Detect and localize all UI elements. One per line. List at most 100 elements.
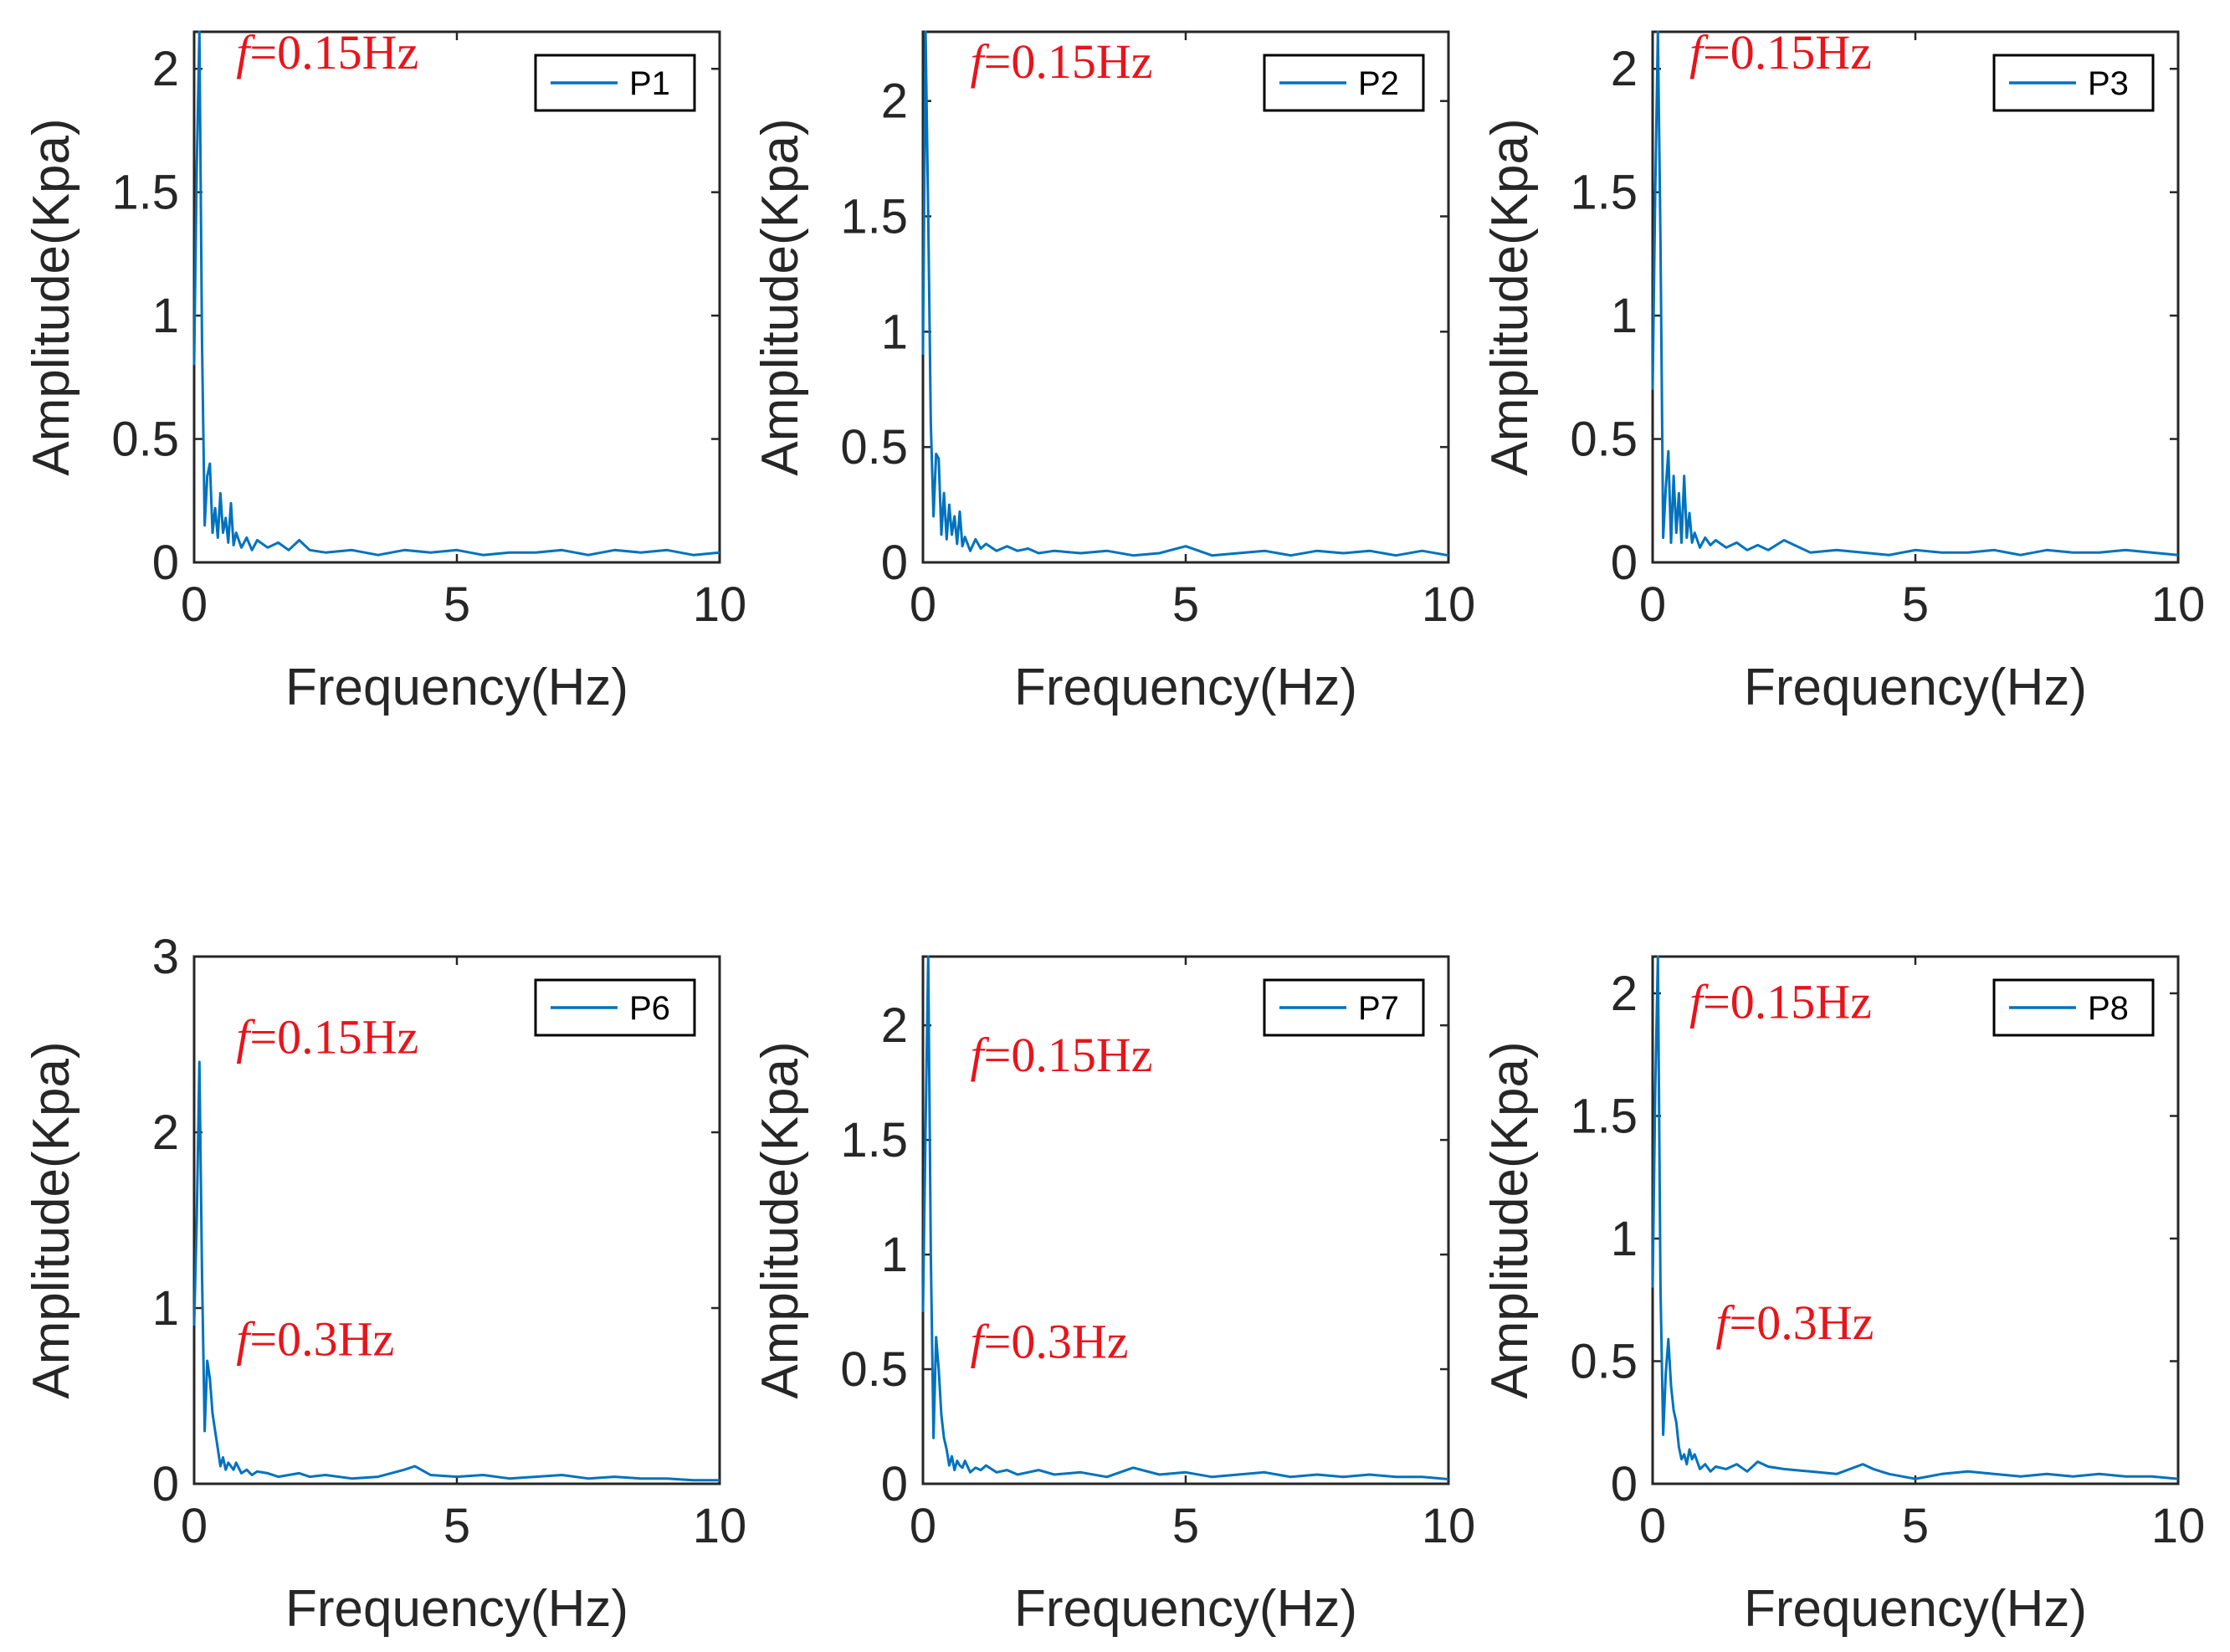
y-tick-label: 1 xyxy=(152,289,179,343)
y-tick-label: 0 xyxy=(1611,1457,1638,1511)
legend: P1 xyxy=(534,54,696,112)
x-tick-label: 0 xyxy=(181,577,208,632)
annotation-value: =0.3Hz xyxy=(1729,1295,1874,1350)
y-tick-label: 0.5 xyxy=(1570,1334,1638,1388)
legend: P2 xyxy=(1263,54,1425,112)
x-tick-label: 5 xyxy=(1902,577,1929,632)
x-axis-label: Frequency(Hz) xyxy=(285,659,628,716)
x-tick-label: 10 xyxy=(1422,577,1476,632)
y-tick-label: 2 xyxy=(152,42,179,96)
y-axis-label: Amplitude(Kpa) xyxy=(1481,1041,1539,1398)
y-tick-label: 0 xyxy=(881,536,908,590)
y-axis-label: Amplitude(Kpa) xyxy=(751,1041,809,1398)
y-tick-label: 0.5 xyxy=(840,420,908,475)
x-tick-label: 5 xyxy=(443,1499,470,1553)
legend: P6 xyxy=(534,978,696,1037)
y-axis-label: Amplitude(Kpa) xyxy=(1481,118,1539,475)
annotation-value: =0.15Hz xyxy=(249,1010,418,1065)
frequency-annotation: f=0.15Hz xyxy=(236,25,418,80)
legend-label: P8 xyxy=(2088,990,2129,1027)
y-tick-label: 1 xyxy=(881,1228,908,1282)
y-tick-label: 1 xyxy=(1611,1212,1638,1266)
plot-area xyxy=(192,30,721,564)
legend-label: P3 xyxy=(2088,65,2129,102)
annotation-value: =0.15Hz xyxy=(984,34,1153,89)
y-tick-label: 0.5 xyxy=(1570,413,1638,467)
annotation-value: =0.15Hz xyxy=(984,1028,1153,1082)
y-tick-label: 1 xyxy=(1611,289,1638,343)
x-tick-label: 0 xyxy=(910,1499,936,1553)
x-axis-label: Frequency(Hz) xyxy=(1744,659,2087,716)
frequency-annotation: f=0.15Hz xyxy=(1689,974,1872,1029)
y-axis-label: Amplitude(Kpa) xyxy=(23,118,80,475)
legend: P8 xyxy=(1992,978,2155,1037)
y-tick-label: 2 xyxy=(881,998,908,1053)
x-tick-label: 10 xyxy=(693,1499,747,1553)
series-line-p1 xyxy=(192,30,720,557)
x-axis-label: Frequency(Hz) xyxy=(1744,1580,2087,1638)
x-tick-label: 5 xyxy=(1902,1499,1929,1553)
x-tick-label: 10 xyxy=(2151,577,2206,632)
y-tick-label: 1.5 xyxy=(1570,166,1638,220)
legend: P7 xyxy=(1263,978,1425,1037)
y-tick-label: 1.5 xyxy=(1570,1089,1638,1143)
plot-area xyxy=(1651,30,2180,564)
series-line-p7 xyxy=(921,955,1449,1480)
legend-label: P1 xyxy=(629,65,670,102)
subplot-5: 0 5 10 0 0.5 1 1.5 2 Frequency(Hz) Amplitude(Kpa)… xyxy=(751,955,1476,1638)
x-axis-label: Frequency(Hz) xyxy=(1014,659,1357,716)
legend-label: P6 xyxy=(629,990,670,1027)
legend-label: P2 xyxy=(1358,65,1399,102)
y-tick-label: 0.5 xyxy=(840,1342,908,1397)
y-tick-label: 2 xyxy=(881,74,908,129)
x-axis-label: Frequency(Hz) xyxy=(1014,1580,1357,1638)
series-line-p3 xyxy=(1651,30,2179,557)
x-tick-label: 5 xyxy=(443,577,470,632)
y-tick-label: 1 xyxy=(152,1281,179,1336)
x-tick-label: 10 xyxy=(693,577,747,632)
y-axis-label: Amplitude(Kpa) xyxy=(751,118,809,475)
series-line-p2 xyxy=(921,30,1449,557)
x-tick-label: 0 xyxy=(910,577,936,632)
annotation-value: =0.3Hz xyxy=(984,1314,1129,1368)
plot-area xyxy=(921,955,1450,1485)
subplot-6: 0 5 10 0 0.5 1 1.5 2 Frequency(Hz) Amplitude(Kpa)… xyxy=(1481,955,2205,1638)
plot-area xyxy=(192,955,721,1485)
y-tick-label: 2 xyxy=(1611,967,1638,1021)
subplot-2: 0 5 10 0 0.5 1 1.5 2 Frequency(Hz) Amplitude(Kpa)… xyxy=(751,30,1476,716)
y-tick-label: 1.5 xyxy=(111,166,179,220)
y-tick-label: 1.5 xyxy=(840,190,908,244)
y-tick-label: 0 xyxy=(1611,536,1638,590)
frequency-annotation: f=0.15Hz xyxy=(236,1010,418,1065)
frequency-annotation: f=0.15Hz xyxy=(1689,25,1872,80)
y-axis-label: Amplitude(Kpa) xyxy=(23,1041,80,1398)
annotation-value: =0.15Hz xyxy=(1703,974,1872,1029)
y-tick-label: 3 xyxy=(152,930,179,984)
frequency-annotation: f=0.3Hz xyxy=(971,1314,1129,1368)
frequency-annotation: f=0.3Hz xyxy=(1715,1295,1874,1350)
plot-area xyxy=(921,30,1450,564)
y-tick-label: 0 xyxy=(881,1457,908,1511)
y-tick-label: 2 xyxy=(1611,42,1638,96)
subplot-1: 0 5 10 0 0.5 1 1.5 2 Frequency(Hz) Amplitude(Kpa)… xyxy=(23,25,746,716)
x-tick-label: 0 xyxy=(1639,1499,1666,1553)
y-tick-label: 0.5 xyxy=(111,413,179,467)
annotation-value: =0.3Hz xyxy=(249,1312,394,1367)
x-axis-label: Frequency(Hz) xyxy=(285,1580,628,1638)
y-tick-label: 2 xyxy=(152,1106,179,1160)
subplot-4: 0 5 10 0 1 2 3 Frequency(Hz) Amplitude(Kpa) P6 f=0… xyxy=(23,930,746,1638)
y-tick-label: 1.5 xyxy=(840,1113,908,1167)
legend-label: P7 xyxy=(1358,990,1399,1027)
x-tick-label: 5 xyxy=(1172,1499,1199,1553)
frequency-annotation: f=0.15Hz xyxy=(971,1028,1153,1082)
y-tick-label: 1 xyxy=(881,305,908,359)
x-tick-label: 10 xyxy=(1422,1499,1476,1553)
frequency-annotation: f=0.3Hz xyxy=(236,1312,394,1367)
y-tick-label: 0 xyxy=(152,536,179,590)
series-line-p6 xyxy=(192,1060,720,1482)
legend: P3 xyxy=(1992,54,2155,112)
series-line-p8 xyxy=(1651,955,2179,1480)
x-tick-label: 0 xyxy=(1639,577,1666,632)
x-tick-label: 0 xyxy=(181,1499,208,1553)
